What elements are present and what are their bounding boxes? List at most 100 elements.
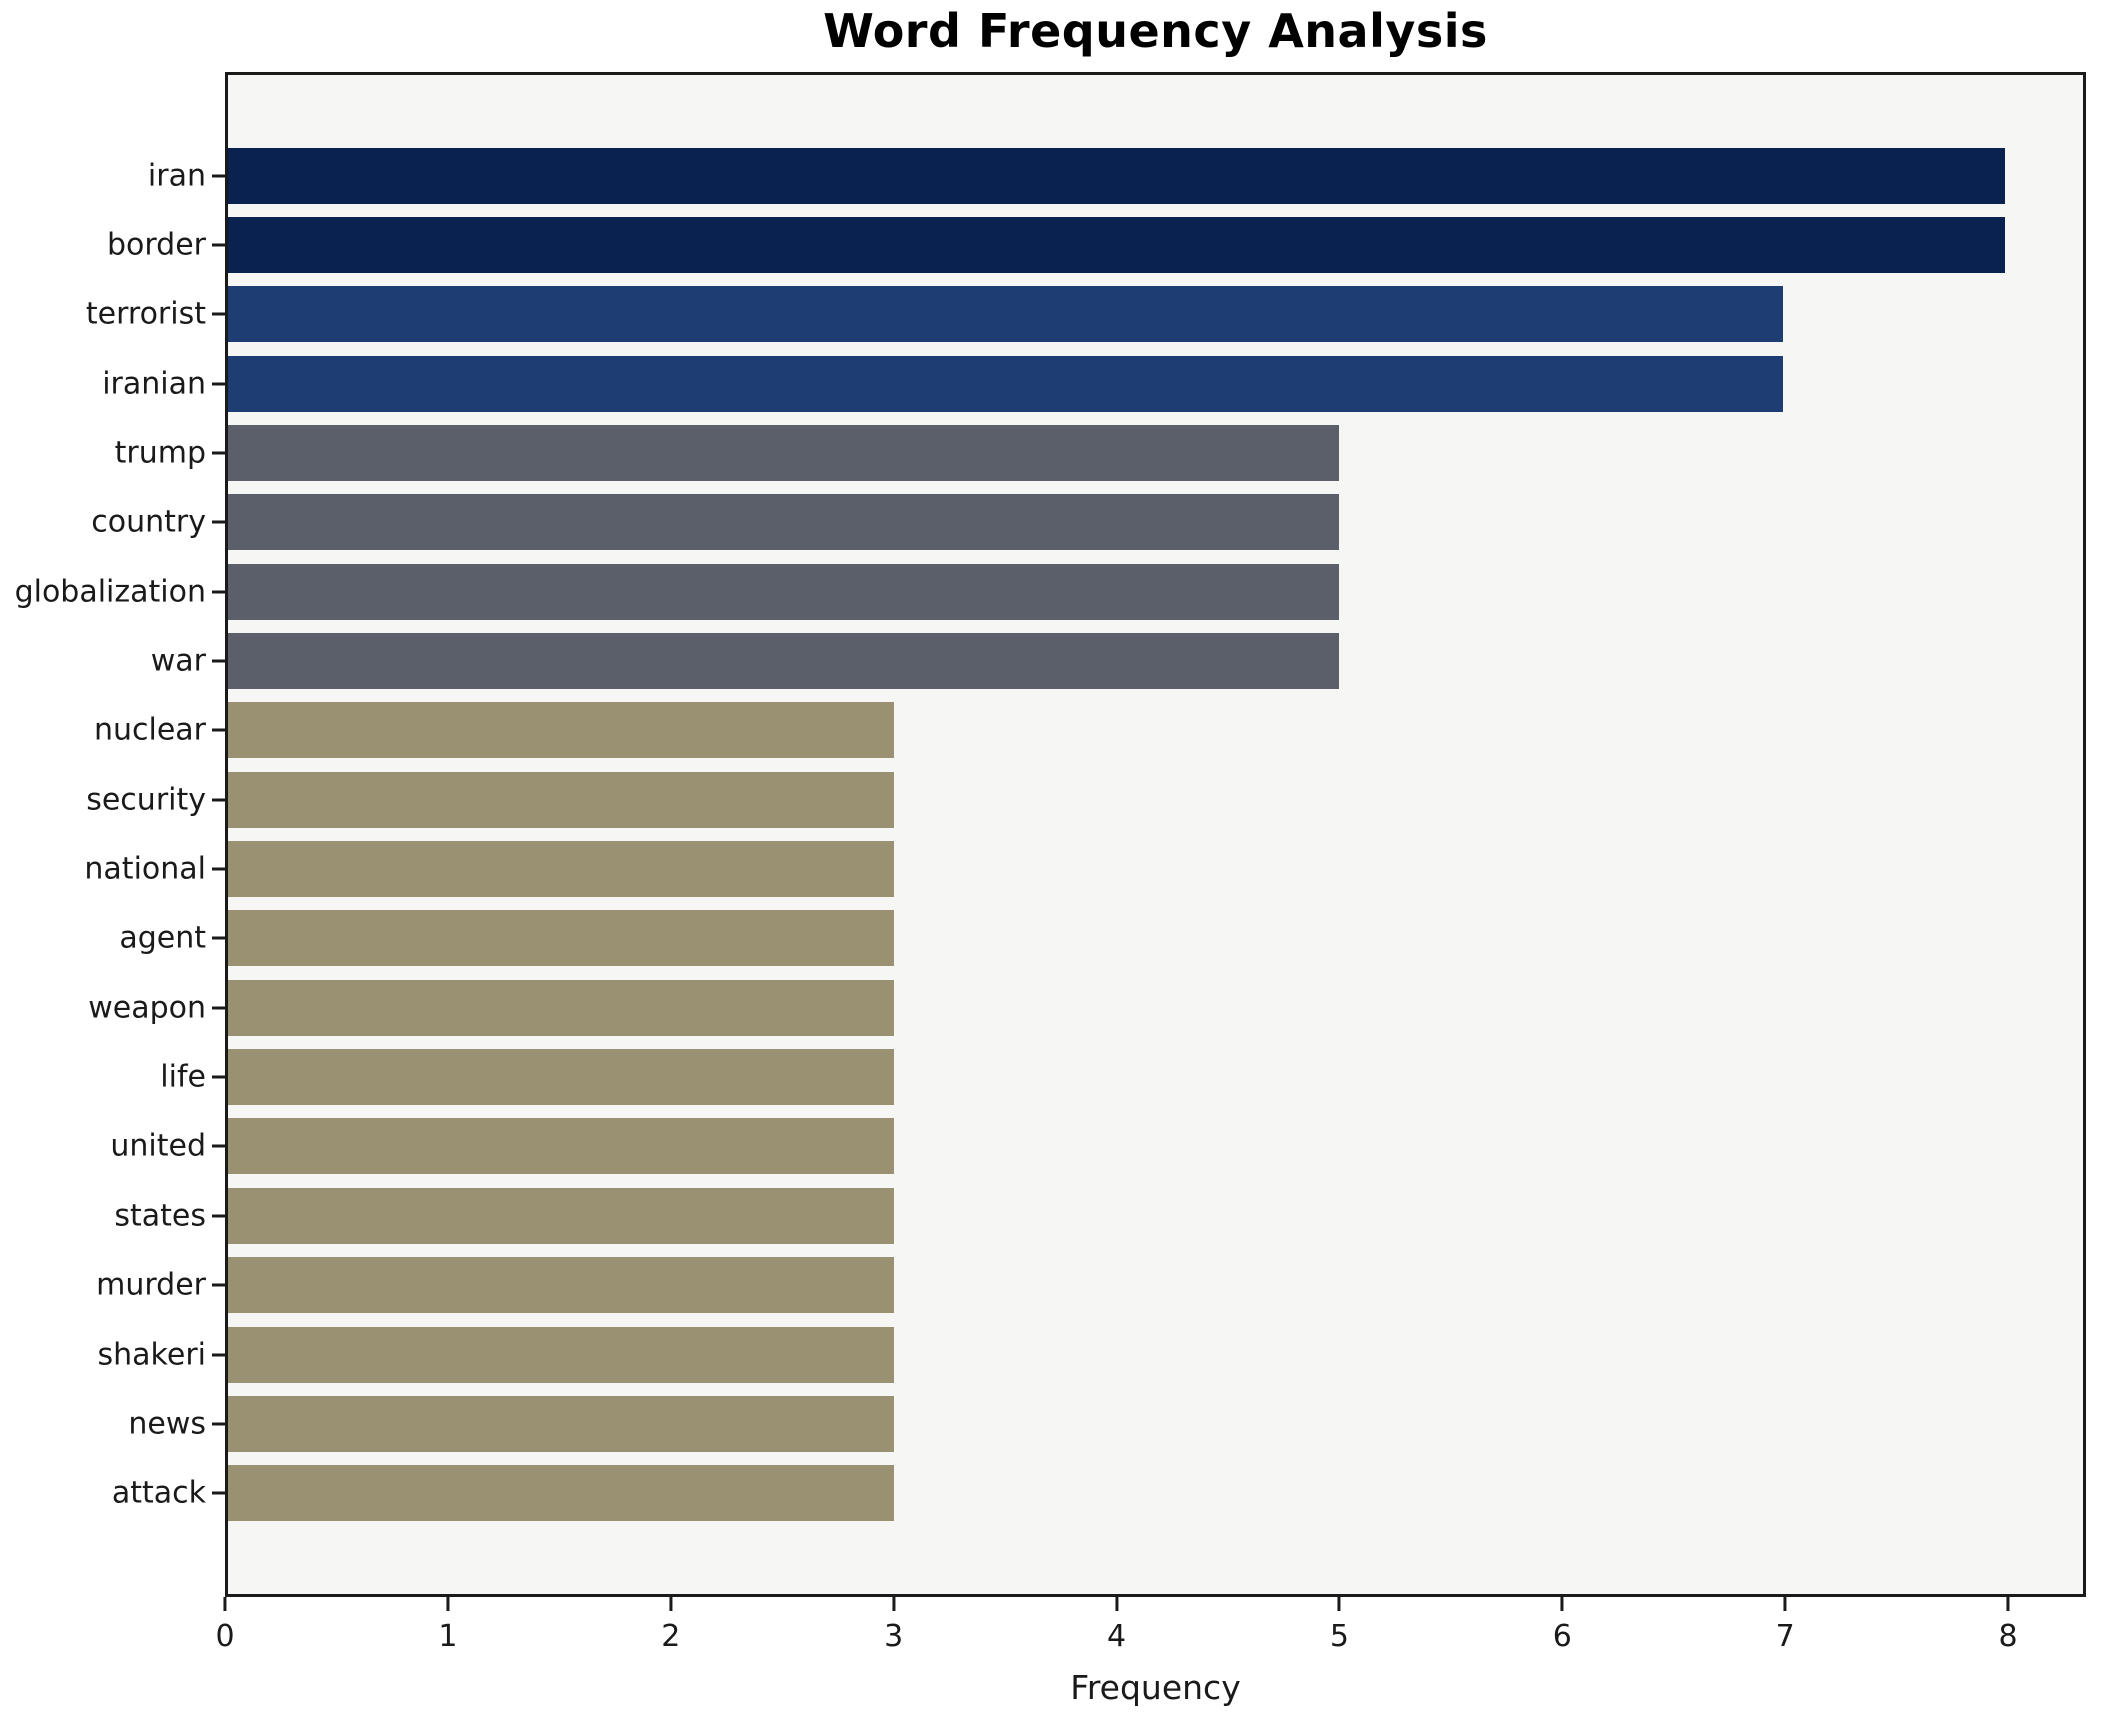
y-tick-label: security	[86, 782, 206, 818]
x-tick-mark	[223, 1597, 227, 1611]
y-tick-label: nuclear	[93, 712, 206, 748]
y-tick-label: border	[106, 227, 206, 263]
bar	[228, 1257, 895, 1314]
bar-row: globalization	[15, 557, 2083, 626]
x-tick-label: 6	[1552, 1619, 1572, 1654]
x-tick: 8	[1998, 1597, 2018, 1654]
x-tick-label: 8	[1998, 1619, 2018, 1654]
y-tick-label: shakeri	[97, 1337, 206, 1373]
y-tick-label: globalization	[14, 574, 206, 610]
bar	[228, 1465, 895, 1522]
bar	[228, 425, 1339, 482]
y-tick-mark	[212, 798, 225, 802]
bar	[228, 494, 1339, 551]
y-tick-mark	[212, 1144, 225, 1148]
y-tick-label: attack	[111, 1475, 206, 1511]
bar	[228, 1049, 895, 1106]
x-tick: 0	[215, 1597, 235, 1654]
y-tick-label: war	[150, 643, 206, 679]
x-tick-mark	[892, 1597, 896, 1611]
y-tick-mark	[212, 520, 225, 524]
bar-row: national	[84, 834, 2083, 903]
bar	[228, 286, 1784, 343]
x-tick-label: 1	[438, 1619, 458, 1654]
x-tick-mark	[669, 1597, 673, 1611]
y-tick-label: terrorist	[85, 296, 206, 332]
bar-row: country	[91, 488, 2083, 557]
bar-row: agent	[119, 904, 2083, 973]
bar-row: trump	[115, 418, 2083, 487]
bar	[228, 1326, 895, 1383]
bar-row: states	[114, 1181, 2083, 1250]
bar	[228, 217, 2006, 274]
x-tick-label: 0	[215, 1619, 235, 1654]
bar-row: life	[160, 1042, 2083, 1111]
x-tick: 4	[1107, 1597, 1126, 1654]
y-tick-label: agent	[119, 920, 206, 956]
y-tick-mark	[212, 1283, 225, 1287]
x-tick-mark	[1783, 1597, 1787, 1611]
x-tick-label: 2	[661, 1619, 681, 1654]
bar	[228, 563, 1339, 620]
y-tick-label: iranian	[102, 366, 206, 402]
x-tick-mark	[1560, 1597, 1564, 1611]
x-tick-mark	[1114, 1597, 1118, 1611]
y-tick-label: weapon	[88, 990, 206, 1026]
x-axis: 0 1 2 3 4 5 6 7 8	[215, 1597, 2086, 1667]
x-tick-mark	[1337, 1597, 1341, 1611]
x-tick-label: 7	[1775, 1619, 1795, 1654]
bar-row: weapon	[88, 973, 2083, 1042]
bar-row: terrorist	[86, 280, 2083, 349]
bar	[228, 633, 1339, 690]
x-tick: 3	[884, 1597, 903, 1654]
bar	[228, 1187, 895, 1244]
bar	[228, 702, 895, 759]
y-tick-mark	[212, 867, 225, 871]
y-tick-mark	[212, 312, 225, 316]
y-tick-mark	[212, 382, 225, 386]
y-tick-mark	[212, 728, 225, 732]
bar-row: iranian	[102, 349, 2083, 418]
bar	[228, 355, 1784, 412]
y-tick-label: states	[114, 1198, 206, 1234]
y-tick-mark	[212, 659, 225, 663]
x-tick-label: 3	[884, 1619, 904, 1654]
bar-row: attack	[112, 1459, 2083, 1528]
y-tick-mark	[212, 590, 225, 594]
y-tick-label: country	[91, 504, 206, 540]
bar	[228, 910, 895, 967]
bar-row: iran	[148, 141, 2083, 210]
y-tick-mark	[212, 451, 225, 455]
x-tick: 5	[1330, 1597, 1349, 1654]
y-tick-mark	[212, 243, 225, 247]
y-tick-label: national	[84, 851, 206, 887]
x-tick: 7	[1776, 1597, 1795, 1654]
y-tick-label: iran	[147, 158, 206, 194]
bar	[228, 979, 895, 1036]
y-tick-mark	[212, 936, 225, 940]
bar	[228, 147, 2006, 204]
y-tick-label: trump	[114, 435, 206, 471]
y-tick-mark	[212, 1075, 225, 1079]
x-tick: 6	[1553, 1597, 1572, 1654]
y-tick-mark	[212, 1491, 225, 1495]
y-tick-mark	[212, 1214, 225, 1218]
bar	[228, 1395, 895, 1452]
x-tick-mark	[2006, 1597, 2010, 1611]
x-tick-label: 4	[1106, 1619, 1127, 1654]
bar-row: nuclear	[94, 696, 2083, 765]
x-tick: 2	[661, 1597, 680, 1654]
x-tick-mark	[446, 1597, 450, 1611]
bar-row: united	[110, 1112, 2083, 1181]
y-tick-mark	[212, 1006, 225, 1010]
bars-area: iran border terrorist iranian trump country gl…	[15, 75, 2083, 1594]
bar	[228, 841, 895, 898]
bar-row: war	[151, 626, 2083, 695]
y-tick-mark	[212, 1422, 225, 1426]
bar	[228, 1118, 895, 1175]
bar	[228, 771, 895, 828]
x-tick: 1	[438, 1597, 457, 1654]
x-tick-label: 5	[1329, 1619, 1349, 1654]
y-tick-mark	[212, 1353, 225, 1357]
